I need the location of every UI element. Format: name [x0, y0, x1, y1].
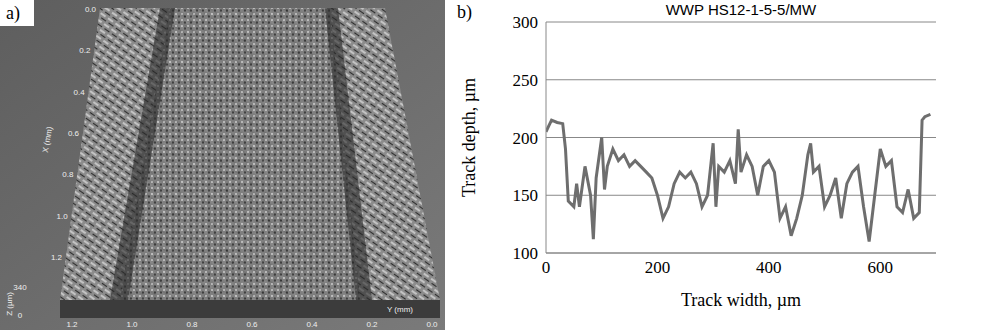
svg-text:250: 250 [513, 71, 539, 90]
svg-text:0.4: 0.4 [306, 320, 318, 329]
html-text:b): b) [457, 2, 472, 22]
svg-text:200: 200 [513, 129, 539, 148]
svg-text:200: 200 [645, 258, 671, 277]
svg-text:1.0: 1.0 [57, 212, 69, 221]
svg-text:0: 0 [18, 311, 23, 320]
svg-text:340: 340 [13, 283, 27, 292]
svg-text:Track depth, µm: Track depth, µm [459, 78, 479, 197]
svg-text:1.2: 1.2 [51, 253, 63, 262]
svg-text:150: 150 [513, 186, 539, 205]
svg-text:600: 600 [868, 258, 894, 277]
svg-text:400: 400 [756, 258, 782, 277]
svg-text:300: 300 [513, 13, 539, 32]
svg-text:X (mm): X (mm) [41, 126, 54, 154]
svg-text:0.0: 0.0 [85, 5, 97, 14]
svg-text:0.6: 0.6 [246, 320, 258, 329]
svg-text:0.8: 0.8 [186, 320, 198, 329]
svg-text:a): a) [6, 3, 20, 24]
svg-text:0.4: 0.4 [74, 88, 86, 97]
svg-text:0.6: 0.6 [68, 129, 80, 138]
svg-text:0.2: 0.2 [366, 320, 378, 329]
svg-text:Z (µm): Z (µm) [5, 292, 14, 316]
svg-text:100: 100 [513, 244, 539, 263]
svg-text:Track width, µm: Track width, µm [681, 290, 801, 310]
svg-text:1.0: 1.0 [126, 320, 138, 329]
svg-text:1.2: 1.2 [66, 320, 78, 329]
svg-text:0.8: 0.8 [62, 170, 74, 179]
svg-text:0.2: 0.2 [79, 46, 91, 55]
html-text:WWP HS12-1-5-5/MW: WWP HS12-1-5-5/MW [665, 1, 817, 18]
svg-text:Y (mm): Y (mm) [387, 305, 413, 314]
svg-text:0.0: 0.0 [426, 320, 438, 329]
svg-text:0: 0 [542, 258, 551, 277]
